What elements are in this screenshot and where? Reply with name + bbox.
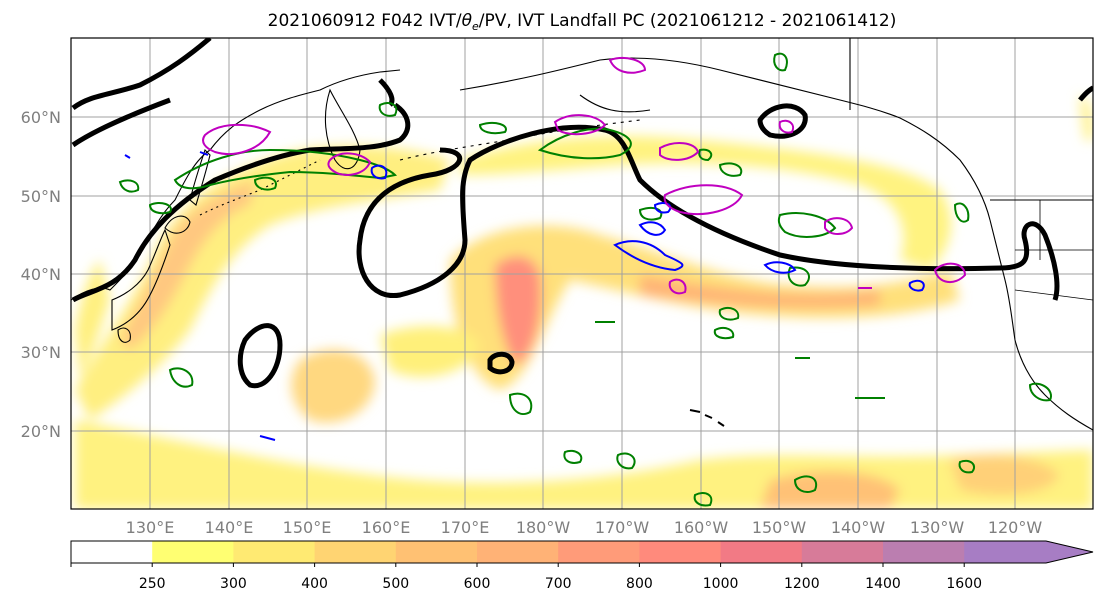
lon-label: 150°W xyxy=(752,518,807,537)
colorbar-tick-label: 1600 xyxy=(946,576,982,592)
lon-label: 170°E xyxy=(441,518,490,537)
colorbar-segment xyxy=(233,541,316,563)
colorbar-tick-label: 1000 xyxy=(703,576,739,592)
colorbar-segment xyxy=(152,541,234,563)
colorbar-segment xyxy=(883,541,965,563)
lat-label: 20°N xyxy=(21,422,61,441)
asia-coast xyxy=(71,69,401,301)
landfall-pc-contours xyxy=(71,38,1093,389)
theta-e-contours xyxy=(118,52,1052,507)
colorbar-tick-label: 1400 xyxy=(865,576,901,592)
pc-contour-small-loop xyxy=(487,351,515,375)
colorbar-tick-label: 1200 xyxy=(784,576,820,592)
colorbar-ticks: 250 300 400 500 600 700 800 1000 1200 1400 1600 xyxy=(70,563,982,592)
figure-title: 2021060912 F042 IVT/θe/PV, IVT Landfall … xyxy=(268,11,897,33)
colorbar-tick-label: 800 xyxy=(626,576,653,592)
lat-labels: 60°N 50°N 40°N 30°N 20°N xyxy=(21,108,61,441)
colorbar-segment xyxy=(964,541,1093,563)
map-panel xyxy=(71,38,1093,509)
lon-label: 140°E xyxy=(205,518,254,537)
colorbar-tick-label: 250 xyxy=(139,576,166,592)
lon-label: 180°W xyxy=(516,518,571,537)
pc-contour-north xyxy=(71,38,212,111)
japan-honshu xyxy=(111,228,171,331)
ivt-south-blob xyxy=(291,349,375,423)
pc-contour-south-loop xyxy=(237,323,283,389)
colorbar-tick-label: 300 xyxy=(220,576,247,592)
pc-contour-west-arc xyxy=(71,97,171,148)
colorbar: 250 300 400 500 600 700 800 1000 1200 1400 1600 xyxy=(70,540,1094,592)
pv-low-contours xyxy=(124,151,925,441)
colorbar-segment xyxy=(71,541,153,563)
coastlines xyxy=(71,38,1093,431)
ivt-plume-japan xyxy=(75,145,450,421)
lon-label: 160°W xyxy=(674,518,729,537)
alaska-peninsula xyxy=(579,94,651,113)
lat-label: 50°N xyxy=(21,187,61,206)
colorbar-segments xyxy=(71,541,1093,563)
lon-labels: 130°E 140°E 150°E 160°E 170°E 180°W 170°… xyxy=(126,518,1043,537)
ivt-far-east-blob xyxy=(950,455,1060,495)
colorbar-outline xyxy=(70,540,1094,564)
colorbar-segment xyxy=(720,541,803,563)
colorbar-segment xyxy=(801,541,884,563)
colorbar-segment xyxy=(477,541,559,563)
colorbar-segment xyxy=(558,541,640,563)
ivt-band-east xyxy=(640,275,880,308)
lon-label: 130°W xyxy=(910,518,965,537)
colorbar-tick-label: 500 xyxy=(382,576,409,592)
lat-label: 40°N xyxy=(21,265,61,284)
lon-label: 160°E xyxy=(362,518,411,537)
hawaii xyxy=(689,409,725,427)
canada-border xyxy=(849,38,1093,201)
lon-label: 120°W xyxy=(988,518,1043,537)
map-frame xyxy=(70,37,1094,510)
japan-kyushu xyxy=(117,327,131,343)
colorbar-segment xyxy=(314,541,397,563)
alaska-coast xyxy=(459,57,991,221)
ivt-plume-japan-core xyxy=(120,180,255,350)
sakhalin xyxy=(189,148,211,206)
colorbar-segment xyxy=(395,541,478,563)
colorbar-tick-label: 600 xyxy=(464,576,491,592)
colorbar-segment xyxy=(639,541,722,563)
kamchatka xyxy=(324,88,361,170)
ivt-plume-central-core xyxy=(495,256,542,365)
pc-contour-east-loop xyxy=(757,103,808,139)
ivt-north-arc xyxy=(460,136,951,270)
ivt-plume-central xyxy=(450,225,960,390)
lon-label: 150°E xyxy=(283,518,332,537)
colorbar-tick-label: 700 xyxy=(545,576,572,592)
lon-label: 140°W xyxy=(831,518,886,537)
pv-high-contours xyxy=(202,57,967,295)
north-america-coast xyxy=(989,219,1093,431)
kuril-islands xyxy=(199,159,321,216)
colorbar-tick-label: 400 xyxy=(301,576,328,592)
lat-label: 30°N xyxy=(21,343,61,362)
lon-label: 170°W xyxy=(595,518,650,537)
lat-label: 60°N xyxy=(21,108,61,127)
lon-label: 130°E xyxy=(126,518,175,537)
japan-hokkaido xyxy=(164,215,191,234)
